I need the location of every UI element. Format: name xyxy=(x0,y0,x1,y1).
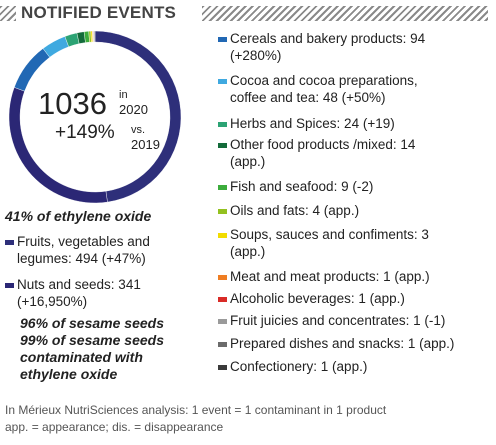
legend-item-fruits: Fruits, vegetables and legumes: 494 (+47… xyxy=(5,233,150,267)
footnote-line: app. = appearance; dis. = disappearance xyxy=(5,420,224,434)
legend-item-5: Oils and fats: 4 (app.) xyxy=(218,202,490,219)
legend-item-9: Fruit juicies and concentrates: 1 (-1) xyxy=(218,312,490,329)
in-label: in xyxy=(119,89,128,101)
legend-swatch xyxy=(5,240,14,245)
legend-label-line: Oils and fats: 4 (app.) xyxy=(230,203,360,218)
legend-label-line: Meat and meat products: 1 (app.) xyxy=(230,269,430,284)
legend-item-0: Cereals and bakery products: 94 (+280%) xyxy=(218,30,490,64)
note-line: 99% of sesame seeds xyxy=(20,332,164,348)
legend-label-line: Herbs and Spices: 24 (+19) xyxy=(230,116,395,131)
legend-label-line: coffee and tea: 48 (+50%) xyxy=(230,90,386,105)
change-percent: +149% xyxy=(55,122,115,143)
legend-swatch xyxy=(218,122,227,127)
legend-swatch xyxy=(218,143,227,148)
donut-slice-2 xyxy=(14,48,50,92)
legend-label-line: Fish and seafood: 9 (-2) xyxy=(230,179,374,194)
legend-label-line: Soups, sauces and confiments: 3 xyxy=(230,227,429,242)
legend-label-line: Cocoa and cocoa preparations, xyxy=(230,73,418,88)
previous-year: 2019 xyxy=(131,137,160,152)
note-line: contaminated with xyxy=(20,349,143,365)
legend-swatch xyxy=(218,185,227,190)
legend-swatch xyxy=(218,233,227,238)
legend-label-line: Prepared dishes and snacks: 1 (app.) xyxy=(230,336,455,351)
legend-item-6: Soups, sauces and confiments: 3 (app.) xyxy=(218,226,490,260)
section-title: NOTIFIED EVENTS xyxy=(21,3,177,22)
legend-label-line: Fruit juicies and concentrates: 1 (-1) xyxy=(230,313,446,328)
legend-swatch xyxy=(218,319,227,324)
donut-slice-13 xyxy=(94,30,96,43)
legend-item-1: Cocoa and cocoa preparations, coffee and … xyxy=(218,72,490,106)
legend-swatch xyxy=(218,275,227,280)
note-line: 96% of sesame seeds xyxy=(20,315,164,331)
note-line: ethylene oxide xyxy=(20,366,118,382)
legend-swatch xyxy=(218,79,227,84)
ethylene-heading: 41% of ethylene oxide xyxy=(5,208,152,224)
legend-swatch xyxy=(218,37,227,42)
header-hatch-left xyxy=(0,6,16,21)
legend-label-line: Fruits, vegetables and xyxy=(17,234,150,249)
footnote-line: In Mérieux NutriSciences analysis: 1 eve… xyxy=(5,403,387,417)
legend-swatch xyxy=(5,283,14,288)
legend-item-4: Fish and seafood: 9 (-2) xyxy=(218,178,490,195)
header-hatch-right xyxy=(202,6,488,21)
legend-item-8: Alcoholic beverages: 1 (app.) xyxy=(218,290,490,307)
legend-label-line: (app.) xyxy=(230,244,266,259)
legend-item-7: Meat and meat products: 1 (app.) xyxy=(218,268,490,285)
legend-label-line: (+280%) xyxy=(230,48,282,63)
legend-item-11: Confectionery: 1 (app.) xyxy=(218,358,490,375)
legend-label-line: (app.) xyxy=(230,154,266,169)
current-year: 2020 xyxy=(119,102,148,117)
legend-item-nuts: Nuts and seeds: 341 (+16,950%) xyxy=(5,276,141,310)
footnote: In Mérieux NutriSciences analysis: 1 eve… xyxy=(5,402,386,436)
donut-chart xyxy=(8,30,182,204)
legend-label-line: legumes: 494 (+47%) xyxy=(17,251,146,266)
legend-swatch xyxy=(218,297,227,302)
total-events: 1036 xyxy=(38,86,107,121)
legend-label-line: Cereals and bakery products: 94 xyxy=(230,31,426,46)
legend-label-line: Other food products /mixed: 14 xyxy=(230,137,416,152)
legend-swatch xyxy=(218,365,227,370)
legend-label-line: (+16,950%) xyxy=(17,294,88,309)
legend-label-line: Alcoholic beverages: 1 (app.) xyxy=(230,291,405,306)
legend-item-2: Herbs and Spices: 24 (+19) xyxy=(218,115,490,132)
legend-swatch xyxy=(218,342,227,347)
legend-label-line: Confectionery: 1 (app.) xyxy=(230,359,368,374)
sesame-notes: 96% of sesame seeds 99% of sesame seeds … xyxy=(20,315,164,383)
legend-item-3: Other food products /mixed: 14 (app.) xyxy=(218,136,490,170)
legend-swatch xyxy=(218,209,227,214)
legend-label-line: Nuts and seeds: 341 xyxy=(17,277,141,292)
legend-item-10: Prepared dishes and snacks: 1 (app.) xyxy=(218,335,490,352)
vs-label: vs. xyxy=(131,124,146,136)
